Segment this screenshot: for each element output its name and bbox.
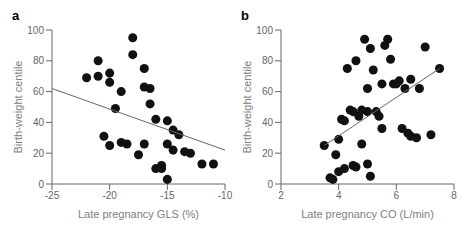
- svg-text:60: 60: [262, 86, 274, 97]
- html-text:a: a: [12, 8, 20, 23]
- svg-text:60: 60: [33, 86, 45, 97]
- svg-text:40: 40: [262, 117, 274, 128]
- svg-text:20: 20: [262, 148, 274, 159]
- svg-text:Late pregnancy GLS (%): Late pregnancy GLS (%): [78, 208, 199, 220]
- html-text:b: b: [241, 8, 249, 23]
- svg-text:40: 40: [33, 117, 45, 128]
- svg-text:Late pregnancy CO (L/min): Late pregnancy CO (L/min): [301, 208, 434, 220]
- svg-text:-25: -25: [45, 190, 60, 201]
- svg-text:8: 8: [451, 190, 457, 201]
- svg-text:Birth-weight centile: Birth-weight centile: [12, 61, 24, 154]
- svg-text:-20: -20: [102, 190, 117, 201]
- svg-text:Birth-weight centile: Birth-weight centile: [241, 61, 253, 154]
- svg-text:6: 6: [394, 190, 400, 201]
- svg-text:100: 100: [27, 25, 44, 36]
- svg-text:100: 100: [256, 25, 273, 36]
- svg-text:-10: -10: [218, 190, 233, 201]
- svg-text:4: 4: [336, 190, 342, 201]
- svg-text:2: 2: [278, 190, 284, 201]
- svg-text:-15: -15: [160, 190, 175, 201]
- svg-text:80: 80: [33, 55, 45, 66]
- svg-text:0: 0: [38, 179, 44, 190]
- svg-text:20: 20: [33, 148, 45, 159]
- svg-text:0: 0: [267, 179, 273, 190]
- svg-text:80: 80: [262, 55, 274, 66]
